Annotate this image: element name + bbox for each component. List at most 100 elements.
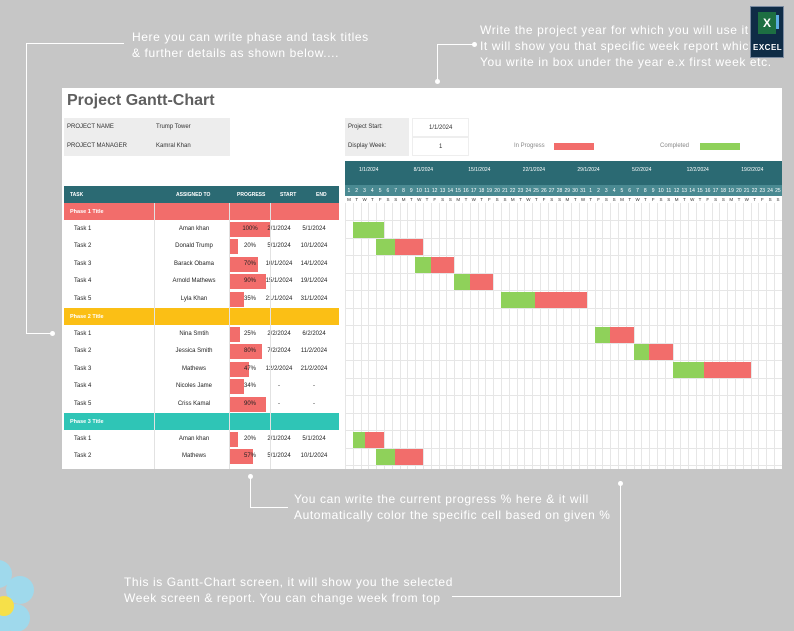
assigned-to[interactable]: Nina Smtih: [179, 330, 209, 337]
day-letter: T: [425, 197, 429, 202]
task-name[interactable]: Task 5: [74, 295, 92, 302]
day-number: 25: [533, 188, 539, 194]
day-number: 27: [548, 188, 555, 194]
phase-header[interactable]: Phase 2 Title: [64, 308, 339, 325]
assigned-to[interactable]: Jessica Smith: [175, 348, 213, 354]
start-date[interactable]: 21/1/2024: [265, 295, 293, 302]
task-name[interactable]: Task 4: [74, 383, 92, 389]
project-start-field[interactable]: 1/1/2024: [412, 118, 469, 137]
grid-line: [579, 203, 580, 469]
task-name[interactable]: Task 1: [74, 330, 92, 337]
table-row: Task 3 Mathews 47% 12/2/2024 21/2/2024: [64, 361, 339, 378]
day-letter: M: [729, 197, 734, 202]
progress-value[interactable]: 35%: [243, 295, 256, 302]
progress-value[interactable]: 80%: [243, 348, 256, 354]
day-letter: T: [355, 197, 359, 202]
assigned-to[interactable]: Criss Kamal: [177, 400, 211, 407]
task-name[interactable]: Task 2: [74, 348, 92, 354]
end-date[interactable]: 19/1/2024: [300, 278, 328, 284]
day-number: 28: [556, 188, 563, 194]
assigned-to[interactable]: Donald Trump: [175, 243, 213, 249]
end-date[interactable]: 14/1/2024: [300, 260, 328, 267]
progress-value[interactable]: 20%: [243, 435, 256, 442]
day-number: 21: [502, 188, 508, 194]
connector-dot: [472, 42, 477, 47]
table-row: Task 4 Nicoles Jame 34% - -: [64, 378, 339, 395]
start-date[interactable]: 7/2/2024: [267, 348, 291, 354]
grid-line: [415, 203, 417, 469]
end-date[interactable]: 10/1/2024: [300, 453, 328, 459]
assigned-to[interactable]: Aman khan: [178, 435, 210, 442]
progress-value[interactable]: 90%: [243, 400, 256, 407]
day-number: 6: [386, 188, 390, 194]
progress-value[interactable]: 90%: [243, 278, 256, 284]
phase-header[interactable]: Phase 1 Title: [64, 203, 339, 220]
end-date[interactable]: 10/1/2024: [300, 243, 328, 249]
end-date[interactable]: 5/1/2024: [302, 435, 326, 442]
start-date[interactable]: -: [278, 383, 280, 389]
progress-value[interactable]: 34%: [243, 383, 256, 389]
start-date[interactable]: 15/1/2024: [265, 278, 293, 284]
gantt-bar-completed: [376, 449, 395, 465]
progress-value[interactable]: 47%: [243, 365, 256, 372]
progress-value[interactable]: 57%: [243, 453, 256, 459]
end-date[interactable]: 5/1/2024: [302, 225, 326, 232]
day-number: 8: [402, 188, 405, 194]
day-number: 23: [759, 188, 766, 194]
project-manager-field[interactable]: Kamral Khan: [156, 143, 191, 149]
task-name[interactable]: Task 2: [74, 453, 92, 459]
day-letter: M: [510, 197, 515, 202]
start-date[interactable]: -: [278, 400, 280, 407]
task-name[interactable]: Task 1: [74, 225, 92, 232]
progress-value[interactable]: 20%: [243, 243, 256, 249]
progress-value[interactable]: 25%: [243, 330, 256, 337]
start-date[interactable]: 2/1/2024: [267, 435, 291, 442]
task-name[interactable]: Task 1: [74, 435, 92, 442]
end-date[interactable]: -: [313, 383, 315, 389]
grid-line: [516, 203, 518, 469]
start-date[interactable]: 2/2/2024: [267, 330, 291, 337]
day-number: 25: [775, 188, 781, 194]
day-letter: T: [683, 197, 686, 202]
assigned-to[interactable]: Mathews: [181, 453, 206, 459]
grid-line: [719, 203, 721, 469]
end-date[interactable]: 6/2/2024: [302, 330, 326, 337]
project-start-value: 1/1/2024: [429, 125, 453, 131]
gantt-bar-in-progress: [430, 256, 455, 273]
end-date[interactable]: 31/1/2024: [300, 295, 328, 302]
end-date[interactable]: 21/2/2024: [300, 365, 328, 372]
assigned-to[interactable]: Barack Obama: [173, 260, 215, 267]
display-week-field[interactable]: 1: [412, 137, 469, 156]
task-name[interactable]: Task 3: [74, 260, 92, 267]
assigned-to[interactable]: Arnold Mathews: [172, 278, 216, 284]
progress-value[interactable]: 100%: [242, 225, 258, 232]
task-name[interactable]: Task 2: [74, 243, 92, 249]
assigned-to[interactable]: Mathews: [181, 365, 206, 372]
start-date[interactable]: 12/2/2024: [265, 365, 293, 372]
assigned-to[interactable]: Lyla Khan: [180, 295, 208, 302]
start-date[interactable]: 5/1/2024: [267, 453, 291, 459]
grid-line: [345, 430, 782, 431]
project-name-field[interactable]: Trump Tower: [156, 124, 191, 130]
assigned-to[interactable]: Aman khan: [178, 225, 210, 232]
day-number: 22: [509, 188, 516, 194]
end-date[interactable]: -: [313, 400, 315, 407]
grid-line: [345, 272, 782, 274]
progress-value[interactable]: 70%: [243, 260, 256, 267]
annotation-line: Automatically color the specific cell ba…: [294, 508, 611, 522]
grid-line: [696, 203, 697, 469]
task-name[interactable]: Task 3: [74, 365, 92, 372]
grid-line: [540, 203, 541, 469]
task-name[interactable]: Task 4: [74, 278, 92, 284]
start-date[interactable]: 5/1/2024: [267, 243, 291, 249]
grid-line: [501, 203, 502, 469]
day-letter: T: [628, 197, 632, 202]
project-start-label-box: Project Start:: [345, 118, 409, 137]
end-date[interactable]: 11/2/2024: [300, 348, 328, 354]
phase-header[interactable]: Phase 3 Title: [64, 413, 339, 430]
task-name[interactable]: Task 5: [74, 400, 92, 407]
start-date[interactable]: 10/1/2024: [265, 260, 293, 267]
week-date-label: 5/2/2024: [632, 167, 652, 173]
start-date[interactable]: 2/1/2024: [267, 225, 291, 232]
assigned-to[interactable]: Nicoles Jame: [175, 383, 212, 389]
